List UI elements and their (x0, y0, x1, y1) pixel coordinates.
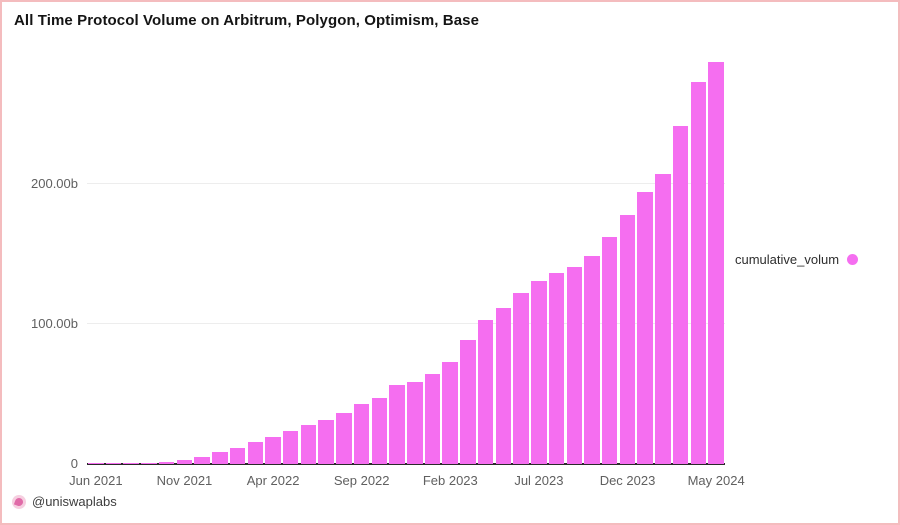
legend-item-cumulative-volume[interactable]: cumulative_volum (735, 252, 859, 267)
y-axis-tick-label-0: 0 (70, 456, 78, 471)
bar-jun-2022[interactable] (300, 424, 317, 464)
plot-area (87, 54, 725, 465)
bar-may-2023[interactable] (495, 308, 512, 464)
attribution-footer: @uniswaplabs (12, 494, 117, 509)
y-axis-tick-label-200.00b: 200.00b (31, 176, 78, 192)
bar-oct-2023[interactable] (584, 255, 600, 464)
legend-label: cumulative_volum (735, 252, 840, 267)
bar-jul-2021[interactable] (105, 463, 122, 464)
bar-apr-2024[interactable] (690, 82, 707, 464)
bar-jan-2023[interactable] (424, 374, 441, 464)
x-axis-tick-label-apr-2022: Apr 2022 (246, 473, 300, 488)
bar-apr-2023[interactable] (477, 320, 494, 464)
bar-dec-2022[interactable] (407, 382, 423, 464)
x-axis-tick-label-jul-2023: Jul 2023 (514, 473, 564, 488)
bar-jan-2022[interactable] (212, 451, 228, 464)
bar-oct-2022[interactable] (371, 398, 388, 464)
bar-aug-2021[interactable] (123, 463, 139, 464)
bar-sep-2023[interactable] (566, 267, 583, 464)
bar-feb-2024[interactable] (655, 173, 671, 464)
gridline-200.00b (87, 183, 725, 185)
x-axis-tick-label-jun-2021: Jun 2021 (69, 473, 123, 488)
bar-apr-2022[interactable] (265, 437, 281, 464)
chart-title: All Time Protocol Volume on Arbitrum, Po… (14, 12, 480, 29)
bar-mar-2024[interactable] (672, 126, 689, 464)
bar-feb-2023[interactable] (442, 362, 458, 464)
bar-sep-2022[interactable] (353, 404, 370, 464)
bar-may-2022[interactable] (282, 431, 299, 464)
bar-nov-2022[interactable] (389, 385, 405, 464)
author-handle-link[interactable]: @uniswaplabs (32, 494, 117, 509)
logo-swirl-shape (13, 496, 25, 507)
x-axis-line (87, 463, 725, 465)
bar-feb-2022[interactable] (229, 447, 246, 464)
bar-jul-2022[interactable] (318, 420, 334, 464)
bar-jan-2024[interactable] (637, 192, 653, 464)
x-axis-tick-label-nov-2021: Nov 2021 (156, 473, 213, 488)
bar-jun-2023[interactable] (513, 292, 529, 464)
bar-sep-2021[interactable] (141, 463, 157, 464)
bar-mar-2023[interactable] (460, 340, 476, 464)
bar-nov-2023[interactable] (601, 237, 618, 464)
bar-mar-2022[interactable] (247, 442, 264, 464)
x-axis-tick-label-sep-2022: Sep 2022 (333, 473, 390, 488)
legend-dot-icon (847, 254, 859, 265)
bar-jun-2021[interactable] (88, 463, 104, 464)
uniswaplabs-logo-icon (12, 494, 26, 509)
bar-oct-2021[interactable] (158, 462, 175, 464)
bar-dec-2023[interactable] (619, 215, 636, 464)
x-axis-tick-label-may-2024: May 2024 (687, 473, 745, 488)
bar-nov-2021[interactable] (176, 460, 193, 464)
bar-aug-2022[interactable] (336, 412, 352, 464)
bar-may-2024[interactable] (708, 61, 724, 464)
bar-aug-2023[interactable] (548, 272, 565, 464)
x-axis-tick-label-feb-2023: Feb 2023 (422, 473, 478, 488)
bar-jul-2023[interactable] (531, 281, 547, 464)
bar-dec-2021[interactable] (194, 456, 210, 464)
gridline-100.00b (87, 323, 725, 325)
x-axis-tick-label-dec-2023: Dec 2023 (599, 473, 656, 488)
y-axis-tick-label-100.00b: 100.00b (31, 316, 78, 332)
